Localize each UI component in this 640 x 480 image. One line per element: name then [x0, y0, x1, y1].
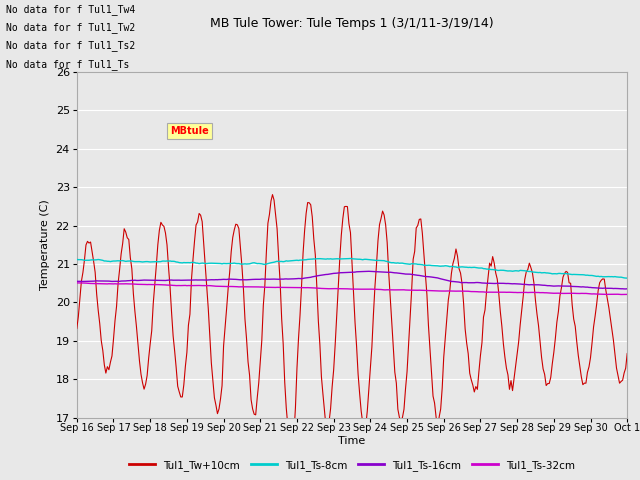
Legend: Tul1_Tw+10cm, Tul1_Ts-8cm, Tul1_Ts-16cm, Tul1_Ts-32cm: Tul1_Tw+10cm, Tul1_Ts-8cm, Tul1_Ts-16cm,…: [125, 456, 579, 475]
Text: No data for f Tul1_Tw4: No data for f Tul1_Tw4: [6, 4, 136, 15]
Text: MBtule: MBtule: [170, 126, 209, 136]
Text: No data for f Tul1_Tw2: No data for f Tul1_Tw2: [6, 22, 136, 33]
X-axis label: Time: Time: [339, 436, 365, 446]
Text: MB Tule Tower: Tule Temps 1 (3/1/11-3/19/14): MB Tule Tower: Tule Temps 1 (3/1/11-3/19…: [210, 17, 494, 30]
Text: No data for f Tul1_Ts2: No data for f Tul1_Ts2: [6, 40, 136, 51]
Y-axis label: Temperature (C): Temperature (C): [40, 199, 50, 290]
Text: No data for f Tul1_Ts: No data for f Tul1_Ts: [6, 59, 130, 70]
